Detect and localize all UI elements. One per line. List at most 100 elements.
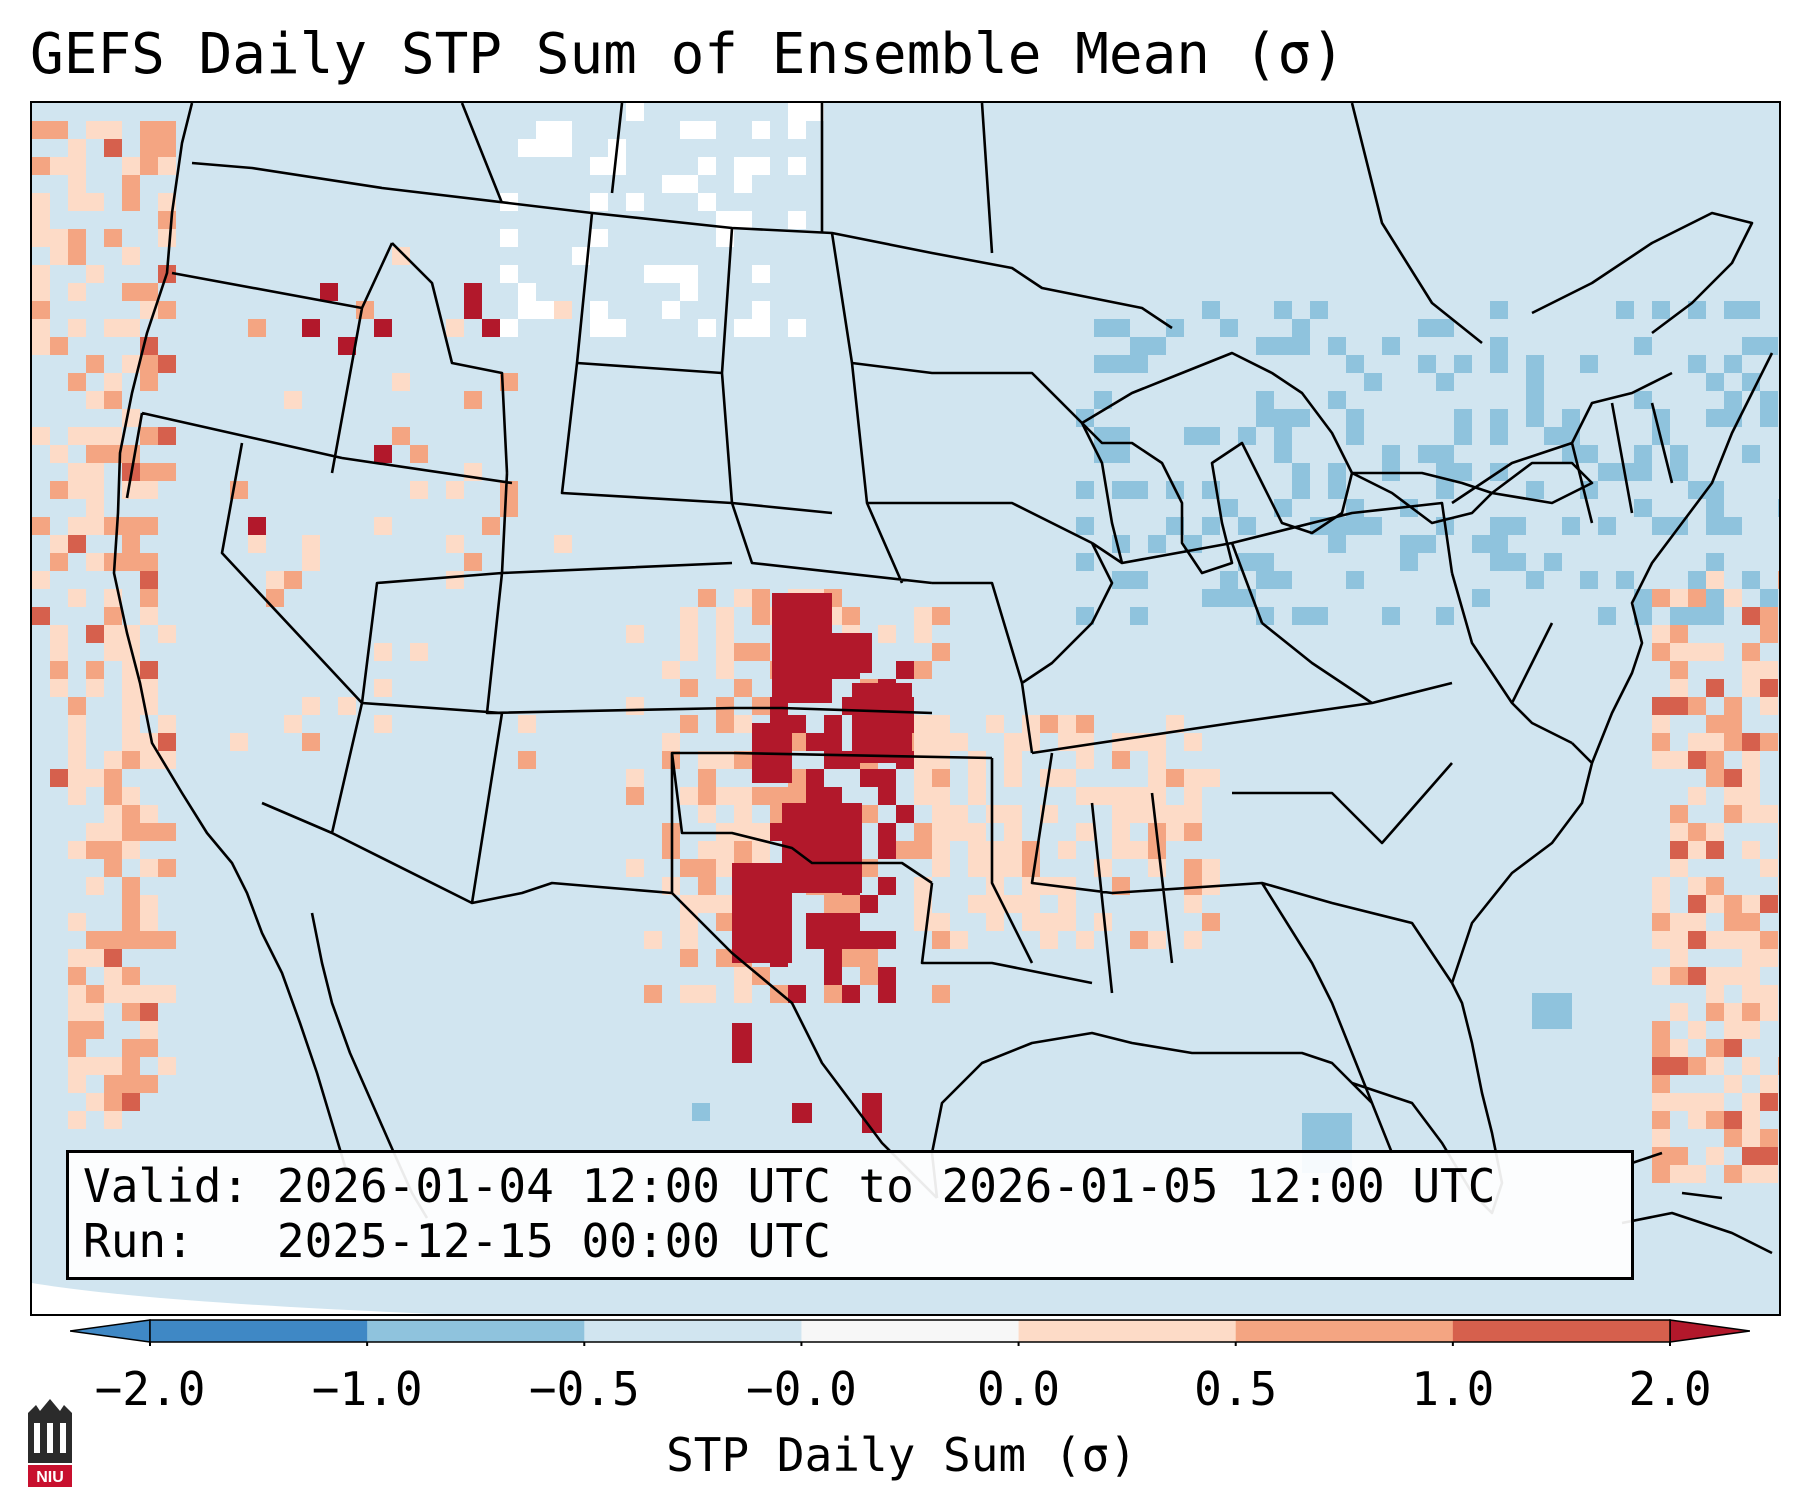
anomaly-cell: [1742, 445, 1760, 463]
anomaly-cell: [1706, 607, 1724, 625]
anomaly-cell: [68, 787, 86, 805]
anomaly-cell: [1256, 553, 1274, 571]
anomaly-cell: [140, 895, 158, 913]
anomaly-cell: [1220, 589, 1238, 607]
anomaly-cell: [1328, 463, 1346, 481]
anomaly-cell: [1724, 931, 1742, 949]
anomaly-cell: [698, 787, 716, 805]
anomaly-cell: [1706, 985, 1724, 1003]
anomaly-cell: [1436, 319, 1454, 337]
anomaly-cell: [788, 787, 806, 805]
anomaly-cell: [104, 805, 122, 823]
anomaly-cell: [1436, 607, 1454, 625]
anomaly-cell: [716, 211, 734, 229]
anomaly-cell: [1418, 319, 1436, 337]
anomaly-cell: [284, 391, 302, 409]
anomaly-cell: [1706, 481, 1724, 499]
anomaly-cell: [1760, 859, 1778, 877]
anomaly-cell: [1688, 787, 1706, 805]
anomaly-cell: [662, 301, 680, 319]
anomaly-cell: [1490, 553, 1508, 571]
anomaly-cell: [950, 733, 968, 751]
anomaly-cell: [1166, 823, 1184, 841]
anomaly-cell: [32, 607, 50, 625]
anomaly-cell: [50, 229, 68, 247]
anomaly-cell: [140, 571, 158, 589]
anomaly-cell: [1724, 1075, 1742, 1093]
anomaly-cell: [374, 643, 392, 661]
anomaly-cell: [464, 553, 482, 571]
state-lines: [125, 212, 1674, 1154]
anomaly-cell: [158, 355, 176, 373]
anomaly-cell: [716, 751, 734, 769]
anomaly-cell: [698, 805, 716, 823]
anomaly-cell: [644, 265, 662, 283]
anomaly-cell: [1670, 445, 1688, 463]
anomaly-cell: [104, 751, 122, 769]
anomaly-cell: [1742, 571, 1760, 589]
anomaly-cell: [68, 373, 86, 391]
anomaly-cell: [1706, 1039, 1724, 1057]
anomaly-cell: [662, 175, 680, 193]
anomaly-cell: [1076, 733, 1094, 751]
anomaly-cell: [1652, 697, 1670, 715]
anomaly-cell: [1742, 607, 1760, 625]
anomaly-cell: [158, 193, 176, 211]
anomaly-cell: [104, 373, 122, 391]
anomaly-cell: [950, 823, 968, 841]
anomaly-cell: [1436, 481, 1454, 499]
anomaly-cell: [878, 841, 896, 859]
anomaly-cell: [140, 931, 158, 949]
anomaly-cell: [158, 229, 176, 247]
anomaly-cell: [1706, 751, 1724, 769]
anomaly-cell: [1760, 1129, 1778, 1147]
anomaly-cell: [1076, 715, 1094, 733]
anomaly-cell: [1094, 787, 1112, 805]
anomaly-cell: [1724, 805, 1742, 823]
anomaly-cell: [410, 445, 428, 463]
anomaly-cell: [1778, 571, 1779, 589]
anomaly-cell: [122, 841, 140, 859]
anomaly-cell: [1670, 805, 1688, 823]
anomaly-cell: [1058, 895, 1076, 913]
anomaly-cell: [1526, 391, 1544, 409]
colorbar-tick-label: 0.5: [1194, 1362, 1278, 1416]
anomaly-cell: [698, 769, 716, 787]
colorbar-tick-label: −0.0: [746, 1362, 857, 1416]
anomaly-cell: [284, 715, 302, 733]
anomaly-cell: [932, 715, 950, 733]
anomaly-cell: [410, 643, 428, 661]
anomaly-cell: [86, 517, 104, 535]
anomaly-cell: [1184, 733, 1202, 751]
anomaly-cell: [1688, 841, 1706, 859]
anomaly-cell: [1706, 733, 1724, 751]
anomaly-cell: [1580, 445, 1598, 463]
anomaly-cell: [1382, 337, 1400, 355]
anomaly-cell: [1436, 373, 1454, 391]
anomaly-cell: [1760, 409, 1778, 427]
anomaly-cell: [1058, 877, 1076, 895]
anomaly-cell: [1760, 931, 1778, 949]
anomaly-cell: [692, 1103, 710, 1121]
anomaly-cell: [1346, 355, 1364, 373]
anomaly-cell: [1112, 733, 1130, 751]
anomaly-cell: [1634, 445, 1652, 463]
anomaly-cell: [86, 949, 104, 967]
anomaly-cell: [1202, 769, 1220, 787]
anomaly-cell: [1076, 931, 1094, 949]
anomaly-cell: [1670, 931, 1688, 949]
anomaly-cell: [1184, 931, 1202, 949]
anomaly-cell: [824, 715, 842, 733]
anomaly-cell: [1292, 463, 1310, 481]
anomaly-cell: [1706, 1111, 1724, 1129]
anomaly-cell: [1652, 643, 1670, 661]
anomaly-cell: [50, 679, 68, 697]
anomaly-cell: [1760, 1003, 1778, 1021]
anomaly-cell: [680, 121, 698, 139]
anomaly-cell: [536, 121, 554, 139]
anomaly-cell: [1742, 913, 1760, 931]
anomaly-cell: [1724, 1165, 1742, 1183]
anomaly-cell: [878, 625, 896, 643]
colorbar-tick-label: −2.0: [94, 1362, 206, 1416]
anomaly-cell: [1058, 769, 1076, 787]
